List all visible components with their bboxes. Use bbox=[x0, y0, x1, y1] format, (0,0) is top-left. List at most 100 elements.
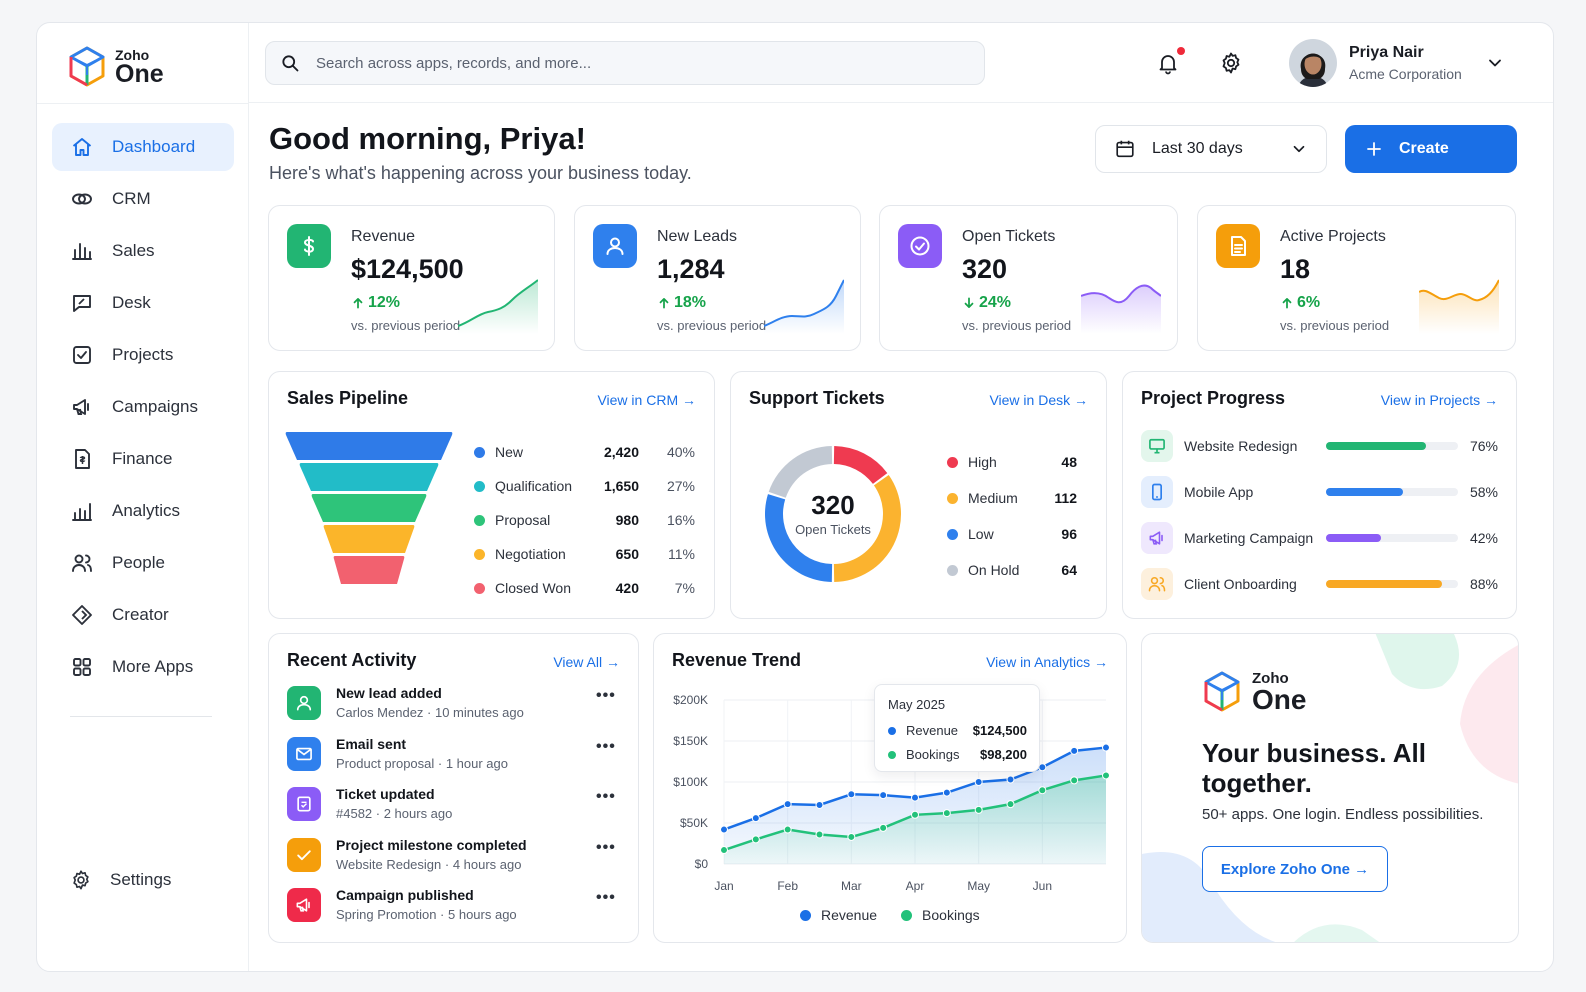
more-options-icon[interactable]: ••• bbox=[596, 788, 616, 805]
data-point-revenue[interactable] bbox=[847, 790, 856, 799]
sidebar-item-desk[interactable]: Desk bbox=[52, 279, 234, 327]
ticket-legend-row: On Hold bbox=[947, 562, 1019, 578]
activity-title[interactable]: Campaign published bbox=[336, 887, 474, 903]
kpi-label: Revenue bbox=[351, 228, 416, 245]
sidebar-item-finance[interactable]: Finance bbox=[52, 435, 234, 483]
kpi-change-value: 24% bbox=[979, 294, 1012, 311]
more-options-icon[interactable]: ••• bbox=[596, 737, 616, 755]
data-point-bookings[interactable] bbox=[720, 846, 728, 855]
megaphone-icon bbox=[296, 898, 310, 912]
data-point-bookings[interactable] bbox=[783, 825, 792, 834]
activity-title[interactable]: Project milestone completed bbox=[336, 836, 527, 853]
create-button[interactable]: Create bbox=[1345, 125, 1517, 173]
bell-icon[interactable] bbox=[1156, 51, 1180, 75]
data-point-bookings[interactable] bbox=[1006, 800, 1015, 809]
kpi-card-new-leads[interactable]: New Leads 1,284 18% vs. previous period bbox=[574, 205, 861, 351]
data-point-bookings[interactable] bbox=[879, 823, 888, 832]
sidebar-item-projects[interactable]: Projects bbox=[52, 331, 234, 379]
data-point-revenue[interactable] bbox=[783, 800, 792, 809]
activity-title[interactable]: Email sent bbox=[336, 735, 407, 752]
date-range-select[interactable]: Last 30 days bbox=[1095, 125, 1327, 173]
topbar: Search across apps, records, and more...… bbox=[249, 23, 1553, 103]
data-point-revenue[interactable] bbox=[911, 793, 919, 802]
funnel-stage-proposal[interactable] bbox=[311, 494, 427, 522]
data-point-bookings[interactable] bbox=[942, 809, 951, 818]
data-point-bookings[interactable] bbox=[847, 832, 856, 841]
data-point-revenue[interactable] bbox=[1102, 743, 1110, 752]
donut-segment-high[interactable] bbox=[833, 446, 888, 484]
sidebar-item-dashboard[interactable]: Dashboard bbox=[52, 123, 234, 171]
funnel-stage-closed-won[interactable] bbox=[333, 556, 405, 584]
view-in-analytics-link[interactable]: View in Analytics → bbox=[986, 654, 1108, 670]
sidebar-item-analytics[interactable]: Analytics bbox=[52, 487, 234, 535]
kpi-card-open-tickets[interactable]: Open Tickets 320 24% vs. previous period bbox=[879, 205, 1178, 351]
donut-segment-medium[interactable] bbox=[833, 474, 901, 582]
sidebar-item-campaigns[interactable]: Campaigns bbox=[52, 383, 234, 431]
kpi-card-revenue[interactable]: Revenue $124,500 12% vs. previous period bbox=[268, 205, 555, 351]
megaphone-icon bbox=[73, 399, 89, 415]
project-name[interactable]: Marketing Campaign bbox=[1184, 530, 1314, 546]
activity-title[interactable]: Ticket updated bbox=[336, 786, 435, 802]
data-point-bookings[interactable] bbox=[751, 835, 760, 844]
sidebar-item-settings[interactable]: Settings bbox=[70, 869, 171, 891]
pipeline-stage-row: New bbox=[474, 444, 523, 460]
sidebar-item-creator[interactable]: Creator bbox=[52, 591, 234, 639]
more-options-icon[interactable]: ••• bbox=[596, 687, 616, 704]
data-point-revenue[interactable] bbox=[751, 814, 760, 823]
progress-bar bbox=[1326, 488, 1458, 496]
activity-title[interactable]: New lead added bbox=[336, 685, 442, 701]
search-input[interactable]: Search across apps, records, and more... bbox=[265, 41, 985, 85]
zoho-one-logo[interactable]: Zoho One bbox=[67, 45, 164, 89]
donut-segment-low[interactable] bbox=[765, 494, 833, 582]
explore-zoho-one-button[interactable]: Explore Zoho One → bbox=[1202, 846, 1388, 892]
view-in-projects-link[interactable]: View in Projects → bbox=[1380, 392, 1498, 408]
more-options-icon[interactable]: ••• bbox=[596, 838, 616, 856]
funnel-stage-new[interactable] bbox=[285, 432, 453, 460]
kpi-change: 6% bbox=[1280, 294, 1320, 312]
more-options-icon[interactable]: ••• bbox=[596, 889, 616, 906]
data-point-bookings[interactable] bbox=[1038, 786, 1047, 795]
chevron-down-icon[interactable] bbox=[1485, 53, 1505, 73]
data-point-revenue[interactable] bbox=[974, 778, 983, 786]
data-point-bookings[interactable] bbox=[1102, 771, 1110, 780]
view-in-crm-link[interactable]: View in CRM → bbox=[597, 392, 696, 408]
data-point-revenue[interactable] bbox=[1006, 775, 1015, 784]
data-point-revenue[interactable] bbox=[879, 791, 888, 800]
project-name[interactable]: Website Redesign bbox=[1184, 438, 1298, 454]
data-point-revenue[interactable] bbox=[1070, 746, 1079, 755]
project-name[interactable]: Mobile App bbox=[1184, 484, 1254, 500]
view-all-link[interactable]: View All → bbox=[553, 654, 620, 670]
data-point-bookings[interactable] bbox=[911, 810, 919, 819]
user-name[interactable]: Priya Nair bbox=[1349, 44, 1424, 61]
bar-chart-icon bbox=[72, 243, 92, 260]
kpi-note: vs. previous period bbox=[657, 318, 767, 333]
data-point-bookings[interactable] bbox=[974, 805, 983, 814]
donut-segment-on-hold[interactable] bbox=[768, 446, 833, 498]
data-point-bookings[interactable] bbox=[815, 830, 824, 839]
gear-icon[interactable] bbox=[1219, 51, 1243, 75]
promo-logo-big: One bbox=[1252, 684, 1307, 715]
sidebar-item-sales[interactable]: Sales bbox=[52, 227, 234, 275]
funnel-stage-qualification[interactable] bbox=[299, 463, 439, 491]
sidebar-item-people[interactable]: People bbox=[52, 539, 234, 587]
data-point-revenue[interactable] bbox=[815, 800, 824, 809]
kpi-value: $124,500 bbox=[351, 254, 464, 284]
kpi-change-value: 18% bbox=[674, 294, 707, 311]
avatar[interactable] bbox=[1289, 39, 1337, 87]
pipeline-funnel bbox=[285, 432, 453, 584]
sidebar-item-more-apps[interactable]: More Apps bbox=[52, 643, 234, 691]
kpi-card-active-projects[interactable]: Active Projects 18 6% vs. previous period bbox=[1197, 205, 1516, 351]
project-name[interactable]: Client Onboarding bbox=[1184, 576, 1297, 592]
data-point-revenue[interactable] bbox=[720, 825, 728, 834]
y-tick-label: $0 bbox=[695, 857, 709, 871]
x-tick-label: Feb bbox=[777, 879, 798, 893]
data-point-revenue[interactable] bbox=[942, 788, 951, 797]
data-point-bookings[interactable] bbox=[1070, 776, 1079, 785]
promo-logo: Zoho One bbox=[1202, 670, 1306, 714]
x-tick-label: Jan bbox=[714, 879, 733, 893]
sidebar-item-label: CRM bbox=[112, 189, 151, 208]
arrow-down-icon bbox=[964, 297, 974, 308]
view-in-desk-link[interactable]: View in Desk → bbox=[989, 392, 1088, 408]
funnel-stage-negotiation[interactable] bbox=[323, 525, 415, 553]
sidebar-item-crm[interactable]: CRM bbox=[52, 175, 234, 223]
